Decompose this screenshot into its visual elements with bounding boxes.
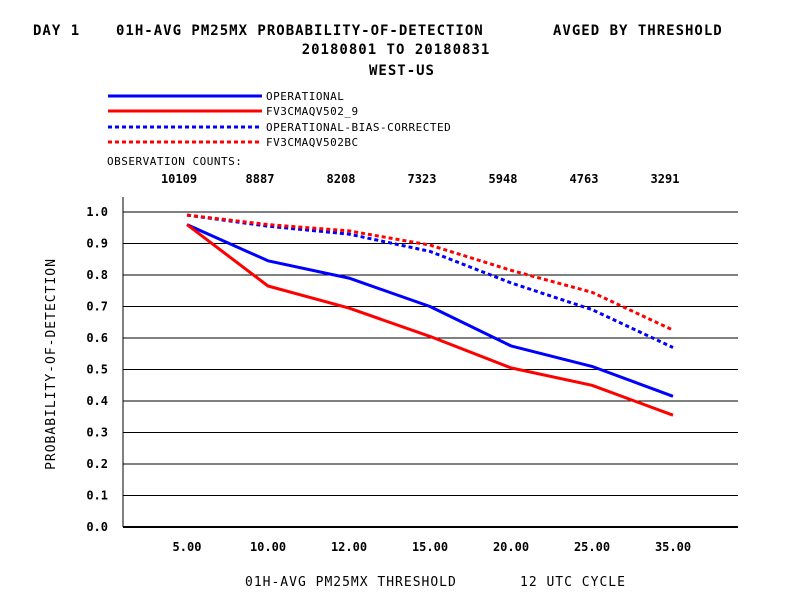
x-tick-label: 10.00: [250, 540, 286, 554]
y-tick-label: 1.0: [86, 205, 108, 219]
x-tick-labels: 5.00 10.00 12.00 15.00 20.00 25.00 35.00: [173, 540, 692, 554]
y-axis-title: PROBABILITY-OF-DETECTION: [44, 258, 59, 470]
observation-count: 3291: [651, 172, 680, 186]
legend-label: FV3CMAQV502BC: [266, 136, 359, 149]
series-line-operational: [186, 223, 674, 398]
legend: OPERATIONAL FV3CMAQV502_9 OPERATIONAL-BI…: [108, 90, 451, 149]
y-tick-labels: 0.0 0.1 0.2 0.3 0.4 0.5 0.6 0.7 0.8 0.9 1.0: [86, 205, 108, 534]
legend-item-operational-bias-corrected: OPERATIONAL-BIAS-CORRECTED: [108, 121, 451, 134]
y-tick-label: 0.4: [86, 394, 108, 408]
series-lines: [186, 213, 674, 417]
day-label: DAY 1: [33, 23, 80, 39]
legend-item-fv3cmaqv502-9: FV3CMAQV502_9: [108, 105, 359, 118]
legend-item-operational: OPERATIONAL: [108, 90, 344, 103]
y-tick-label: 0.9: [86, 237, 108, 251]
date-range: 20180801 TO 20180831: [302, 42, 491, 58]
y-tick-label: 0.5: [86, 363, 108, 377]
y-tick-label: 0.1: [86, 489, 108, 503]
y-tick-label: 0.3: [86, 426, 108, 440]
x-tick-label: 12.00: [331, 540, 367, 554]
x-tick-label: 25.00: [574, 540, 610, 554]
legend-label: OPERATIONAL-BIAS-CORRECTED: [266, 121, 451, 134]
y-tick-label: 0.7: [86, 300, 108, 314]
observation-counts: 10109 8887 8208 7323 5948 4763 3291: [161, 172, 680, 186]
gridlines: [123, 211, 738, 496]
observation-counts-label: OBSERVATION COUNTS:: [107, 155, 242, 168]
series-line-fv3cmaqv502bc: [186, 213, 674, 332]
x-tick-label: 35.00: [655, 540, 691, 554]
x-axis-title: 01H-AVG PM25MX THRESHOLD: [245, 575, 457, 590]
chart-title: 01H-AVG PM25MX PROBABILITY-OF-DETECTION: [116, 23, 484, 39]
y-tick-label: 0.0: [86, 520, 108, 534]
y-tick-label: 0.6: [86, 331, 108, 345]
observation-count: 5948: [489, 172, 518, 186]
region-label: WEST-US: [369, 63, 435, 79]
x-tick-label: 20.00: [493, 540, 529, 554]
legend-label: OPERATIONAL: [266, 90, 344, 103]
y-tick-label: 0.2: [86, 457, 108, 471]
y-tick-label: 0.8: [86, 268, 108, 282]
series-line-fv3cmaqv502-9: [186, 223, 674, 417]
legend-label: FV3CMAQV502_9: [266, 105, 359, 118]
observation-count: 4763: [570, 172, 599, 186]
x-axis-cycle-label: 12 UTC CYCLE: [520, 575, 626, 590]
observation-count: 7323: [408, 172, 437, 186]
x-tick-label: 15.00: [412, 540, 448, 554]
observation-count: 10109: [161, 172, 197, 186]
legend-item-fv3cmaqv502bc: FV3CMAQV502BC: [108, 136, 359, 149]
observation-count: 8208: [327, 172, 356, 186]
observation-count: 8887: [246, 172, 275, 186]
avg-label: AVGED BY THRESHOLD: [553, 23, 723, 39]
x-tick-label: 5.00: [173, 540, 202, 554]
series-line-operational-bias-corrected: [186, 213, 674, 349]
